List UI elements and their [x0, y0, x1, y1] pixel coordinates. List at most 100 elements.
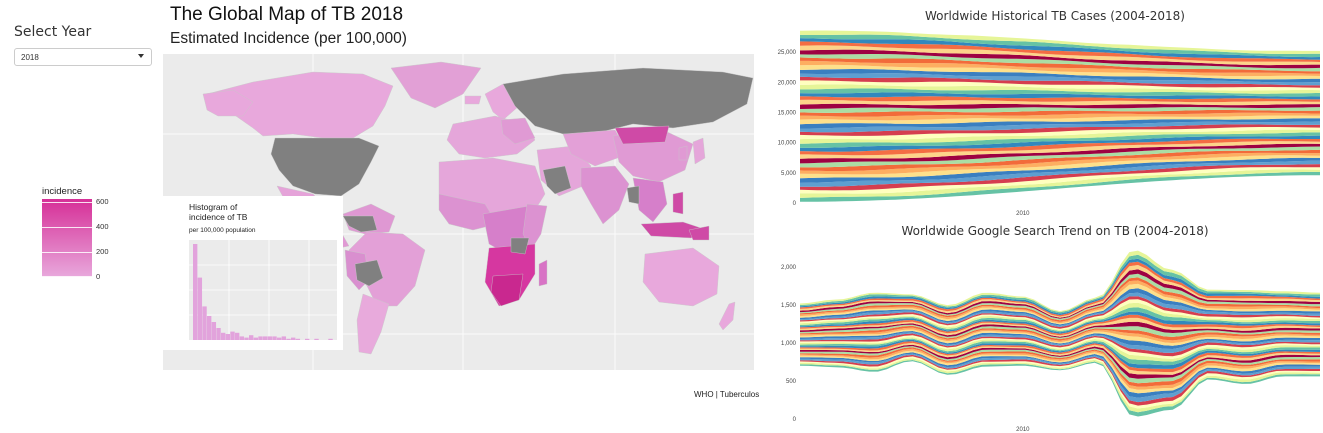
stream-band[interactable]	[800, 329, 1320, 346]
stream-band[interactable]	[800, 103, 1320, 109]
stream-band[interactable]	[800, 124, 1320, 136]
y-tick-label: 0	[793, 201, 797, 207]
histogram-bar	[286, 338, 291, 340]
y-tick-label: 0	[793, 417, 797, 423]
stream-band[interactable]	[800, 41, 1320, 62]
stream-band[interactable]	[800, 164, 1320, 191]
stream-band[interactable]	[800, 317, 1320, 337]
stream-band[interactable]	[800, 118, 1320, 129]
stream-band[interactable]	[800, 325, 1320, 341]
stream-band[interactable]	[800, 60, 1320, 77]
stream-band[interactable]	[800, 115, 1320, 125]
histogram-bar	[207, 316, 212, 340]
country-argentina	[356, 293, 390, 355]
stream-band[interactable]	[800, 332, 1320, 353]
stream-band[interactable]	[800, 143, 1320, 164]
stream-band[interactable]	[800, 283, 1320, 325]
stream-band[interactable]	[800, 155, 1320, 179]
stream-band[interactable]	[800, 112, 1320, 121]
stream-band[interactable]	[800, 339, 1320, 369]
country-papua	[688, 225, 710, 241]
country-mongolia	[614, 125, 670, 145]
stream-band[interactable]	[800, 96, 1320, 103]
stream-band[interactable]	[800, 54, 1320, 72]
search-trend-streamgraph[interactable]: 0 500 1,000 1,500 2,000 2010	[770, 244, 1323, 433]
country-south-africa-hot	[490, 273, 524, 307]
stream-band[interactable]	[800, 314, 1320, 336]
country-central-asia	[562, 129, 630, 167]
stream-band[interactable]	[800, 356, 1320, 409]
histogram-title: Histogram of incidence of TB	[189, 202, 248, 222]
stream-band[interactable]	[800, 277, 1320, 322]
stream-band[interactable]	[800, 92, 1320, 100]
stream-band[interactable]	[800, 152, 1320, 175]
stream-band[interactable]	[800, 171, 1320, 202]
stream-band[interactable]	[800, 57, 1320, 74]
stream-band[interactable]	[800, 73, 1320, 86]
stream-band[interactable]	[800, 324, 1320, 339]
stream-band[interactable]	[800, 302, 1320, 332]
x-tick-label: 2010	[1016, 211, 1030, 217]
country-korea	[678, 145, 688, 161]
stream-band[interactable]	[800, 141, 1320, 159]
country-guyana-gray	[342, 215, 378, 233]
stream-band[interactable]	[800, 34, 1320, 58]
stream-band[interactable]	[800, 358, 1320, 413]
stream-band[interactable]	[800, 333, 1320, 357]
stream-band[interactable]	[800, 167, 1320, 194]
stream-band[interactable]	[800, 338, 1320, 366]
stream-band[interactable]	[800, 69, 1320, 83]
stream-band[interactable]	[800, 321, 1320, 338]
stream-band[interactable]	[800, 337, 1320, 362]
stream-band[interactable]	[800, 88, 1320, 97]
stream-band[interactable]	[800, 76, 1320, 88]
stream-band[interactable]	[800, 127, 1320, 140]
stream-band[interactable]	[800, 288, 1320, 326]
map-caption: WHO | Tuberculos	[694, 390, 760, 399]
country-saudi-gray	[542, 165, 572, 195]
stream-band[interactable]	[800, 311, 1320, 334]
stream-band[interactable]	[800, 64, 1320, 80]
histogram-bar	[202, 306, 207, 340]
stream-band[interactable]	[800, 354, 1320, 406]
histogram-svg	[189, 240, 337, 340]
chart1-title: Worldwide Historical TB Cases (2004-2018…	[925, 9, 1185, 23]
stream-band[interactable]	[800, 80, 1320, 91]
y-tick-label: 25,000	[778, 50, 797, 56]
stream-band[interactable]	[800, 342, 1320, 375]
historical-tb-streamgraph[interactable]: 0 5,000 10,000 15,000 20,000 25,000 2010	[770, 28, 1323, 222]
stream-band[interactable]	[800, 38, 1320, 60]
stream-band[interactable]	[800, 129, 1320, 144]
y-tick-label: 10,000	[778, 141, 797, 147]
stream-band[interactable]	[800, 107, 1320, 113]
stream-band[interactable]	[800, 327, 1320, 344]
legend-tick-0: 0	[96, 272, 101, 281]
stream-band[interactable]	[800, 160, 1320, 187]
stream-band[interactable]	[800, 335, 1320, 359]
stream-band[interactable]	[800, 30, 1320, 55]
stream-band[interactable]	[800, 146, 1320, 168]
stream-band[interactable]	[800, 132, 1320, 148]
stream-band[interactable]	[800, 99, 1320, 106]
stream-band[interactable]	[800, 49, 1320, 69]
stream-band[interactable]	[800, 149, 1320, 171]
stream-band[interactable]	[800, 109, 1320, 117]
stream-band[interactable]	[800, 331, 1320, 349]
caret-down-icon[interactable]	[138, 54, 144, 58]
stream-band[interactable]	[800, 157, 1320, 183]
stream-band[interactable]	[800, 341, 1320, 373]
histogram-bar	[197, 277, 203, 340]
y-tick-label: 2,000	[781, 265, 797, 271]
stream-band[interactable]	[800, 169, 1320, 198]
country-japan	[692, 137, 706, 165]
stream-band[interactable]	[800, 135, 1320, 152]
stream-band[interactable]	[800, 138, 1320, 156]
stream-band[interactable]	[800, 299, 1320, 330]
legend-tick-400: 400	[96, 222, 109, 231]
stream-band[interactable]	[800, 121, 1320, 133]
histogram-bar	[193, 244, 198, 340]
stream-band[interactable]	[800, 280, 1320, 324]
stream-band[interactable]	[800, 45, 1320, 66]
stream-band[interactable]	[800, 84, 1320, 94]
year-select[interactable]: 2018	[14, 48, 152, 66]
